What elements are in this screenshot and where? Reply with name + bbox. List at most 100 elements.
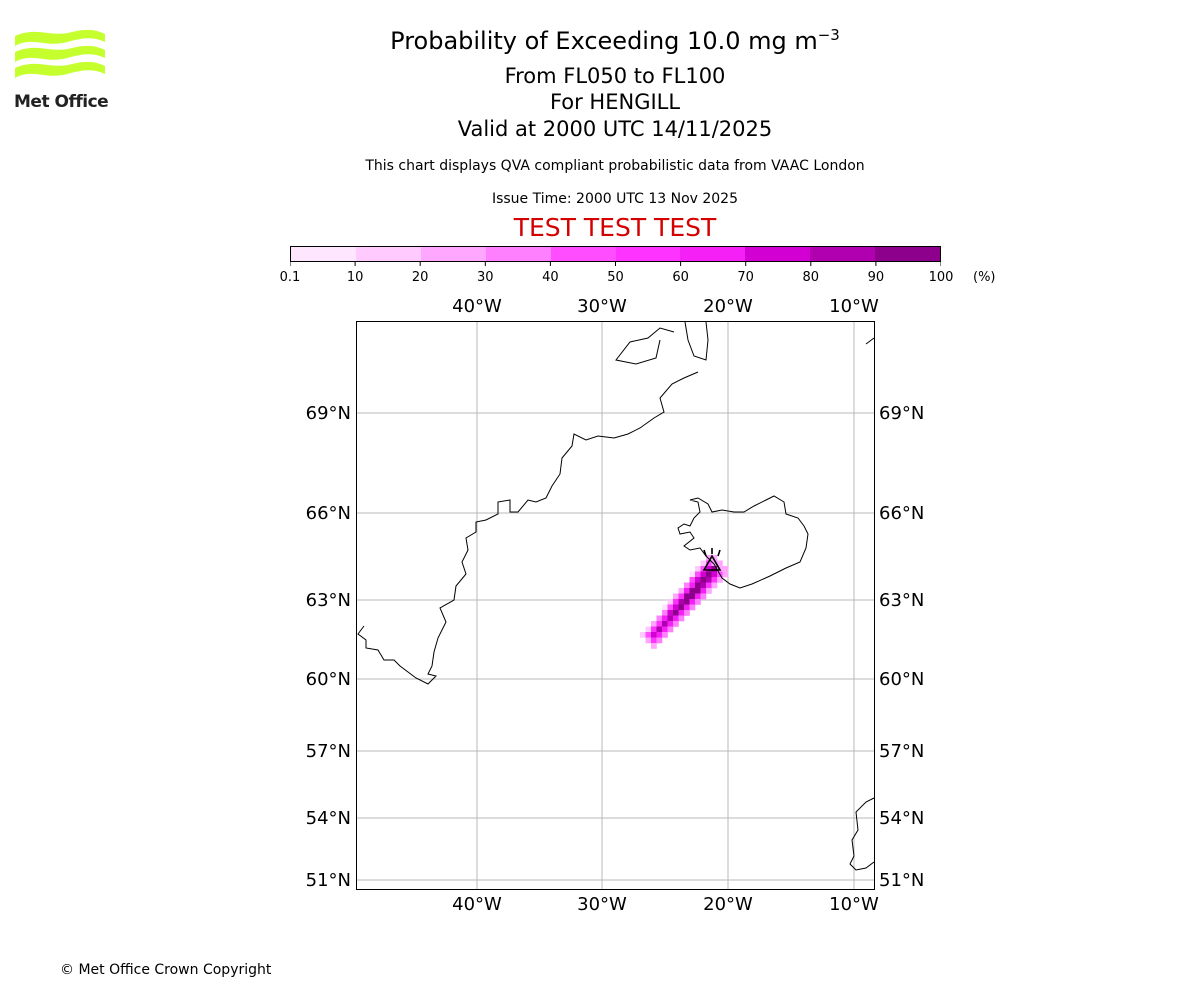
colorbar-segment — [745, 247, 811, 261]
plume-cell — [673, 599, 679, 605]
plume-cell — [667, 621, 674, 627]
plume-cell — [706, 555, 712, 561]
plume-cell — [684, 599, 690, 605]
met-office-logo-text: Met Office — [14, 92, 109, 112]
plume-cell — [695, 599, 701, 605]
colorbar-tick-label: 90 — [867, 270, 885, 285]
plume-cell — [678, 610, 685, 616]
plume-cell — [684, 593, 690, 600]
plume-cell — [711, 577, 718, 583]
plume-cell — [684, 610, 690, 616]
plume-cell — [678, 588, 685, 594]
plume-cell — [717, 577, 723, 583]
lat-label-left: 60°N — [306, 669, 351, 690]
lon-label-top: 30°W — [577, 296, 627, 317]
plume-cell — [662, 626, 668, 633]
plume-cell — [717, 560, 723, 567]
colorbar-tick-label: 30 — [477, 270, 494, 285]
plume-cell — [656, 615, 663, 622]
axis-labels: 40°W 40°W 30°W 30°W 20°W 20°W 10°W 10°W 69°N 69°N… — [306, 296, 925, 915]
plume-cell — [662, 621, 668, 627]
plume-cell — [678, 604, 685, 611]
colorbar-tick-label: 60 — [672, 270, 689, 285]
plume-cell — [700, 577, 707, 583]
colorbar — [290, 246, 941, 262]
plume-cell — [673, 604, 679, 611]
plume-cell — [656, 632, 663, 638]
lat-label-left: 69°N — [306, 403, 351, 424]
lat-label-left: 51°N — [306, 870, 351, 891]
plume-cell — [689, 599, 696, 605]
plume-cell — [651, 626, 657, 633]
plume-cell — [656, 626, 663, 633]
plume-cell — [678, 599, 685, 605]
plume-cell — [667, 610, 674, 616]
plume-cell — [706, 566, 712, 572]
coastline-ne-corner — [865, 337, 875, 345]
lat-label-right: 69°N — [879, 403, 924, 424]
flight-level-range: From FL050 to FL100 — [504, 64, 726, 88]
colorbar-tick-label: 70 — [737, 270, 754, 285]
lon-label-bottom: 30°W — [577, 894, 627, 915]
plume-cell — [711, 571, 718, 578]
plume-cell — [673, 593, 679, 600]
plume-cell — [700, 571, 707, 578]
colorbar-tick-label: 0.1 — [279, 270, 301, 285]
plume-cell — [700, 566, 707, 572]
plume-cell — [645, 637, 652, 644]
plume-cell — [640, 632, 646, 638]
plume-cell — [695, 571, 701, 578]
plume-cell — [673, 621, 679, 627]
colorbar-tick-label: 50 — [607, 270, 624, 285]
colorbar-unit: (%) — [973, 270, 996, 285]
plume-cell — [689, 577, 696, 583]
lon-label-top: 20°W — [703, 296, 753, 317]
lon-label-top: 40°W — [452, 296, 502, 317]
plume-cell — [689, 582, 696, 589]
plume-cell — [722, 571, 729, 578]
plume-cell — [706, 560, 712, 567]
coastlines — [357, 321, 875, 871]
plume-cell — [662, 615, 668, 622]
plume-cell — [689, 593, 696, 600]
plume-cell — [700, 560, 707, 567]
lat-label-left: 54°N — [306, 808, 351, 829]
plume-cell — [706, 588, 712, 594]
plume-cell — [689, 604, 696, 611]
colorbar-segment — [810, 247, 876, 261]
met-office-logo — [15, 29, 105, 78]
lat-label-left: 66°N — [306, 503, 351, 524]
plume-cell — [645, 632, 652, 638]
lat-label-left: 57°N — [306, 741, 351, 762]
chart-title: Probability of Exceeding 10.0 mg m−3 — [390, 26, 840, 55]
plume-cell — [700, 593, 707, 600]
copyright: © Met Office Crown Copyright — [60, 962, 272, 978]
lat-label-right: 60°N — [879, 669, 924, 690]
plume-cell — [656, 621, 663, 627]
colorbar-segment — [420, 247, 486, 261]
test-banner: TEST TEST TEST — [513, 213, 717, 242]
coastline-greenland — [357, 321, 709, 685]
colorbar-segment — [485, 247, 551, 261]
plume-cell — [706, 577, 712, 583]
ash-probability-plume — [640, 555, 729, 649]
plume-cell — [678, 593, 685, 600]
colorbar-segment — [615, 247, 681, 261]
title-exponent: −3 — [817, 26, 840, 44]
plume-cell — [651, 643, 657, 649]
coastline-ireland — [849, 797, 875, 871]
volcano-name: For HENGILL — [549, 90, 681, 114]
plume-cell — [695, 577, 701, 583]
map-frame — [356, 321, 875, 890]
issue-time: Issue Time: 2000 UTC 13 Nov 2025 — [491, 191, 739, 207]
plume-cell — [684, 582, 690, 589]
plume-cell — [706, 571, 712, 578]
lon-label-bottom: 10°W — [829, 894, 879, 915]
plume-cell — [700, 582, 707, 589]
plume-cell — [700, 588, 707, 594]
plume-cell — [689, 571, 696, 578]
lat-label-right: 63°N — [879, 590, 924, 611]
lon-label-bottom: 20°W — [703, 894, 753, 915]
colorbar-tick-label: 80 — [802, 270, 820, 285]
plume-cell — [662, 604, 668, 611]
